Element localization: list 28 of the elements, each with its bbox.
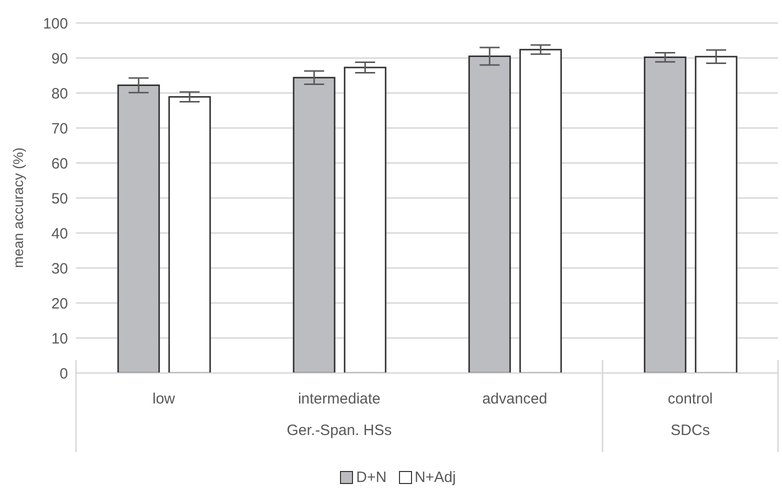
y-tick-label: 60 [51,155,68,172]
x-tick-label: intermediate [298,390,381,408]
text: SDCs [670,422,710,439]
y-tick-label: 80 [51,85,68,102]
y-tick-label: 40 [51,225,68,242]
bar [117,84,160,373]
bar [519,48,562,373]
text: Ger.-Span. HSs [286,422,392,439]
y-tick-label: 70 [51,120,68,138]
y-tick-label: 20 [51,295,68,312]
y-tick-label: 50 [51,190,68,208]
x-tick-label: control [668,390,713,408]
y-axis-title: mean accuracy (%) [10,147,26,268]
bar [694,56,738,373]
legend-label: D+N [356,469,387,486]
bar [292,76,336,373]
y-tick-label: 0 [60,365,68,382]
y-tick-label: 30 [51,260,68,278]
bar [344,66,386,373]
y-tick-label: 100 [42,15,68,32]
bar [168,96,211,373]
legend-label: N+Adj [414,469,456,486]
bar [644,56,686,373]
y-tick-label: 10 [51,330,68,348]
x-tick-label: advanced [482,390,548,408]
bar [468,56,511,373]
x-tick-label: low [152,390,176,408]
y-tick-label: 90 [51,50,68,68]
